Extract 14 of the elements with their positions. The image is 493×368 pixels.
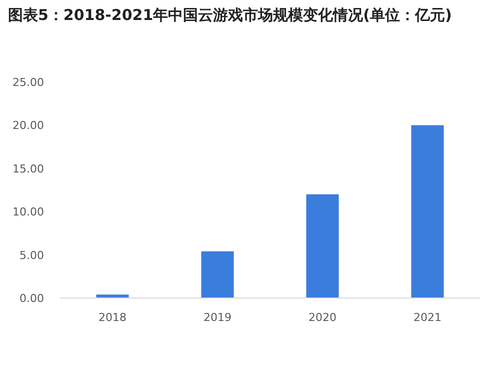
x-tick-label: 2019 xyxy=(204,311,232,324)
y-tick-label: 15.00 xyxy=(12,162,44,176)
x-tick-label: 2020 xyxy=(308,311,336,324)
y-tick-label: 5.00 xyxy=(20,248,44,262)
bar xyxy=(201,251,234,298)
y-tick-label: 25.00 xyxy=(12,76,44,89)
y-tick-label: 10.00 xyxy=(12,206,44,219)
bar xyxy=(411,125,444,298)
x-tick-label: 2021 xyxy=(414,311,442,324)
bar xyxy=(306,194,339,298)
y-tick-label: 20.00 xyxy=(12,119,44,132)
chart-title: 图表5：2018-2021年中国云游戏市场规模变化情况(单位：亿元) xyxy=(8,6,453,25)
y-tick-label: 0.00 xyxy=(20,292,44,305)
x-tick-label: 2018 xyxy=(98,311,126,324)
